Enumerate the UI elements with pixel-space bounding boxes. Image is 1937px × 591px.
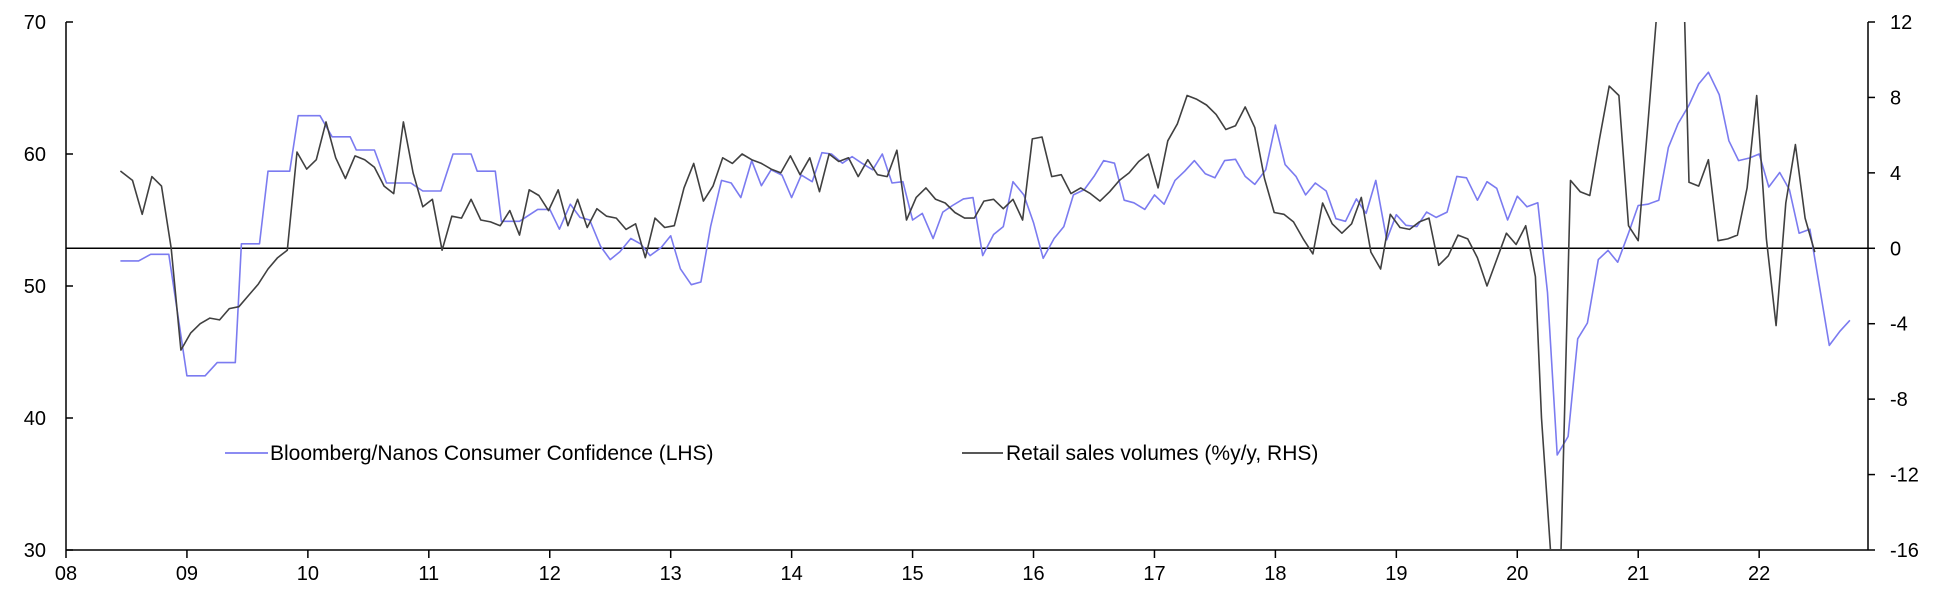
- right-tick-label: 12: [1890, 12, 1912, 34]
- legend-label-1: Bloomberg/Nanos Consumer Confidence (LHS…: [270, 442, 714, 465]
- x-tick-label: 20: [1506, 563, 1528, 585]
- right-tick-label: -8: [1890, 389, 1908, 411]
- x-tick-label: 12: [539, 563, 561, 585]
- x-tick-label: 08: [55, 563, 77, 585]
- x-tick-label: 19: [1385, 563, 1407, 585]
- legend: Bloomberg/Nanos Consumer Confidence (LHS…: [225, 442, 1318, 465]
- x-tick-label: 22: [1748, 563, 1770, 585]
- axes: [65, 21, 1875, 558]
- series-line-2: [119, 22, 1816, 550]
- left-tick-label: 50: [24, 276, 46, 298]
- x-tick-label: 10: [297, 563, 319, 585]
- series-line-1: [120, 71, 1851, 456]
- x-tick-label: 21: [1627, 563, 1649, 585]
- right-tick-label: -16: [1890, 540, 1919, 562]
- right-tick-label: 4: [1890, 163, 1901, 185]
- x-tick-label: 16: [1022, 563, 1044, 585]
- x-tick-label: 13: [660, 563, 682, 585]
- x-tick-label: 14: [781, 563, 803, 585]
- left-tick-label: 40: [24, 408, 46, 430]
- series-layer: [119, 22, 1851, 550]
- x-tick-label: 18: [1264, 563, 1286, 585]
- right-tick-label: 0: [1890, 238, 1901, 260]
- left-tick-label: 60: [24, 144, 46, 166]
- x-tick-label: 09: [176, 563, 198, 585]
- right-tick-label: -12: [1890, 465, 1919, 487]
- x-tick-label: 15: [901, 563, 923, 585]
- x-tick-label: 11: [418, 563, 439, 585]
- legend-label-2: Retail sales volumes (%y/y, RHS): [1006, 442, 1318, 465]
- tick-labels: 30 40 50 60 70 -16 -12 -8 -4 0 4 8 12 08 09 10 11 12 13 14 1…: [24, 12, 1919, 585]
- right-tick-label: -4: [1890, 314, 1908, 336]
- x-tick-label: 17: [1143, 563, 1165, 585]
- left-tick-label: 70: [24, 12, 46, 34]
- right-tick-label: 8: [1890, 87, 1901, 109]
- left-tick-label: 30: [24, 540, 46, 562]
